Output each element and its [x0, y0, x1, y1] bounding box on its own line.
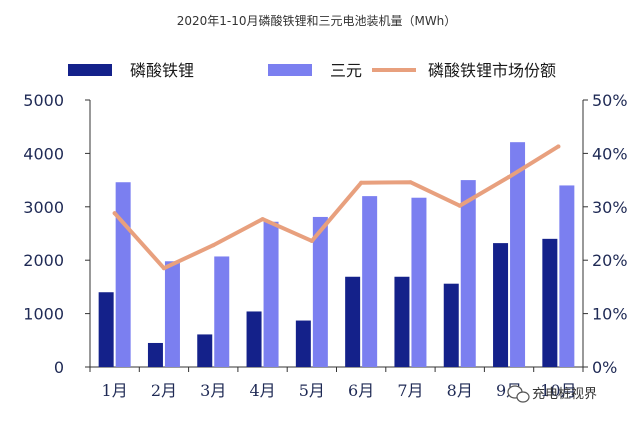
- x-tick-label: 3月: [200, 381, 226, 400]
- y-right-tick-label: 30%: [592, 198, 628, 217]
- y-left-tick-label: 5000: [23, 91, 64, 110]
- bar-series-2: [559, 185, 575, 367]
- bar-series-1: [197, 334, 213, 367]
- y-left-tick-label: 3000: [23, 198, 64, 217]
- chart-title: 2020年1-10月磷酸铁锂和三元电池装机量（MWh）: [176, 14, 457, 28]
- x-tick-label: 5月: [299, 381, 325, 400]
- x-tick-label: 2月: [151, 381, 177, 400]
- x-tick-label: 10月: [540, 381, 576, 400]
- line-point: [112, 211, 117, 216]
- line-point: [408, 180, 413, 185]
- legend-swatch-1: [68, 64, 112, 76]
- y-right-tick-label: 0%: [592, 358, 617, 377]
- line-point: [359, 180, 364, 185]
- bar-series-1: [295, 320, 311, 367]
- category-labels: 1月2月3月4月5月6月7月8月9月10月: [102, 381, 577, 400]
- bar-series-2: [460, 180, 476, 367]
- y-left-tick-label: 4000: [23, 144, 64, 163]
- share-line: [112, 144, 561, 271]
- bar-series-1: [493, 243, 509, 367]
- x-tick-label: 8月: [447, 381, 473, 400]
- y-right-tick-label: 10%: [592, 305, 628, 324]
- y-right-tick-label: 20%: [592, 251, 628, 270]
- legend-swatch-2: [268, 64, 312, 76]
- bar-series-2: [263, 221, 279, 367]
- line-point: [211, 243, 216, 248]
- legend-label-2: 三元: [330, 61, 362, 80]
- y-right-tick-label: 50%: [592, 91, 628, 110]
- bar-series-2: [164, 261, 180, 367]
- bar-series-1: [542, 238, 558, 367]
- line-point: [556, 144, 561, 149]
- line-point: [507, 174, 512, 179]
- x-tick-label: 7月: [397, 381, 423, 400]
- bar-series-1: [394, 276, 410, 367]
- bar-series-2: [411, 197, 427, 367]
- watermark-text: 充电桩视界: [532, 386, 597, 402]
- x-tick-label: 4月: [249, 381, 275, 400]
- bar-series-1: [443, 283, 459, 367]
- legend-label-3: 磷酸铁锂市场份额: [428, 61, 556, 80]
- watermark: 充电桩视界: [507, 385, 597, 403]
- line-point: [457, 203, 462, 208]
- x-tick-label: 6月: [348, 381, 374, 400]
- y-left-tick-label: 0: [54, 358, 64, 377]
- y-left-tick-label: 2000: [23, 251, 64, 270]
- bar-series-2: [115, 182, 131, 367]
- x-tick-label: 1月: [102, 381, 128, 400]
- bar-series-1: [345, 276, 361, 367]
- y-left-tick-label: 1000: [23, 305, 64, 324]
- bar-series-1: [246, 311, 262, 367]
- bar-series-2: [214, 256, 230, 367]
- bar-series-2: [312, 216, 328, 367]
- line-point: [260, 217, 265, 222]
- line-point: [161, 266, 166, 271]
- line-series-path: [112, 144, 561, 271]
- wechat-icon: [507, 385, 530, 403]
- bar-series-2: [510, 142, 526, 367]
- line-point: [309, 238, 314, 243]
- axes: 0 1000 2000 3000 4000 5000 0% 10% 20% 30% 40% 50%: [23, 91, 627, 377]
- bars: [98, 142, 575, 367]
- y-right-tick-label: 40%: [592, 144, 628, 163]
- legend: 磷酸铁锂 三元 磷酸铁锂市场份额: [68, 61, 556, 80]
- bar-series-1: [98, 292, 114, 367]
- bar-series-2: [362, 196, 378, 367]
- legend-label-1: 磷酸铁锂: [130, 61, 194, 80]
- bar-series-1: [147, 342, 163, 367]
